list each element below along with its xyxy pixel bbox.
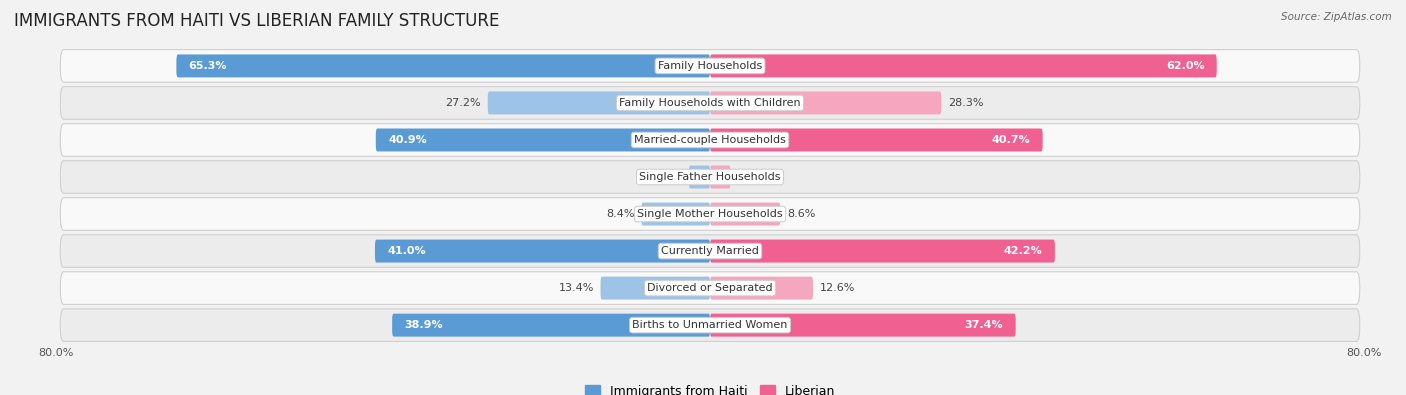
Text: 28.3%: 28.3%: [948, 98, 983, 108]
Text: Family Households: Family Households: [658, 61, 762, 71]
FancyBboxPatch shape: [176, 55, 710, 77]
Text: 8.6%: 8.6%: [787, 209, 815, 219]
Text: 2.5%: 2.5%: [737, 172, 765, 182]
FancyBboxPatch shape: [375, 240, 710, 263]
FancyBboxPatch shape: [60, 272, 1360, 305]
FancyBboxPatch shape: [392, 314, 710, 337]
Text: 13.4%: 13.4%: [558, 283, 593, 293]
Text: Births to Unmarried Women: Births to Unmarried Women: [633, 320, 787, 330]
FancyBboxPatch shape: [710, 240, 1054, 263]
Text: Married-couple Households: Married-couple Households: [634, 135, 786, 145]
Text: 65.3%: 65.3%: [188, 61, 228, 71]
Text: 27.2%: 27.2%: [446, 98, 481, 108]
Text: 2.6%: 2.6%: [654, 172, 682, 182]
FancyBboxPatch shape: [641, 203, 710, 226]
Text: Single Mother Households: Single Mother Households: [637, 209, 783, 219]
Text: Source: ZipAtlas.com: Source: ZipAtlas.com: [1281, 12, 1392, 22]
Text: 12.6%: 12.6%: [820, 283, 855, 293]
FancyBboxPatch shape: [710, 314, 1015, 337]
FancyBboxPatch shape: [689, 166, 710, 188]
FancyBboxPatch shape: [710, 166, 731, 188]
FancyBboxPatch shape: [710, 92, 941, 115]
Legend: Immigrants from Haiti, Liberian: Immigrants from Haiti, Liberian: [579, 380, 841, 395]
Text: IMMIGRANTS FROM HAITI VS LIBERIAN FAMILY STRUCTURE: IMMIGRANTS FROM HAITI VS LIBERIAN FAMILY…: [14, 12, 499, 30]
FancyBboxPatch shape: [60, 161, 1360, 193]
FancyBboxPatch shape: [60, 235, 1360, 267]
FancyBboxPatch shape: [60, 87, 1360, 119]
FancyBboxPatch shape: [60, 309, 1360, 341]
Text: Single Father Households: Single Father Households: [640, 172, 780, 182]
FancyBboxPatch shape: [710, 55, 1216, 77]
FancyBboxPatch shape: [710, 203, 780, 226]
Text: 62.0%: 62.0%: [1166, 61, 1205, 71]
Text: 38.9%: 38.9%: [405, 320, 443, 330]
Text: Family Households with Children: Family Households with Children: [619, 98, 801, 108]
FancyBboxPatch shape: [488, 92, 710, 115]
Text: Divorced or Separated: Divorced or Separated: [647, 283, 773, 293]
Text: 42.2%: 42.2%: [1004, 246, 1043, 256]
FancyBboxPatch shape: [60, 124, 1360, 156]
Text: 37.4%: 37.4%: [965, 320, 1004, 330]
Text: 40.9%: 40.9%: [388, 135, 427, 145]
FancyBboxPatch shape: [375, 128, 710, 151]
Text: 8.4%: 8.4%: [606, 209, 636, 219]
Text: 41.0%: 41.0%: [387, 246, 426, 256]
FancyBboxPatch shape: [600, 276, 710, 299]
FancyBboxPatch shape: [60, 198, 1360, 230]
Text: Currently Married: Currently Married: [661, 246, 759, 256]
FancyBboxPatch shape: [60, 50, 1360, 82]
Text: 40.7%: 40.7%: [991, 135, 1031, 145]
FancyBboxPatch shape: [710, 128, 1043, 151]
FancyBboxPatch shape: [710, 276, 813, 299]
